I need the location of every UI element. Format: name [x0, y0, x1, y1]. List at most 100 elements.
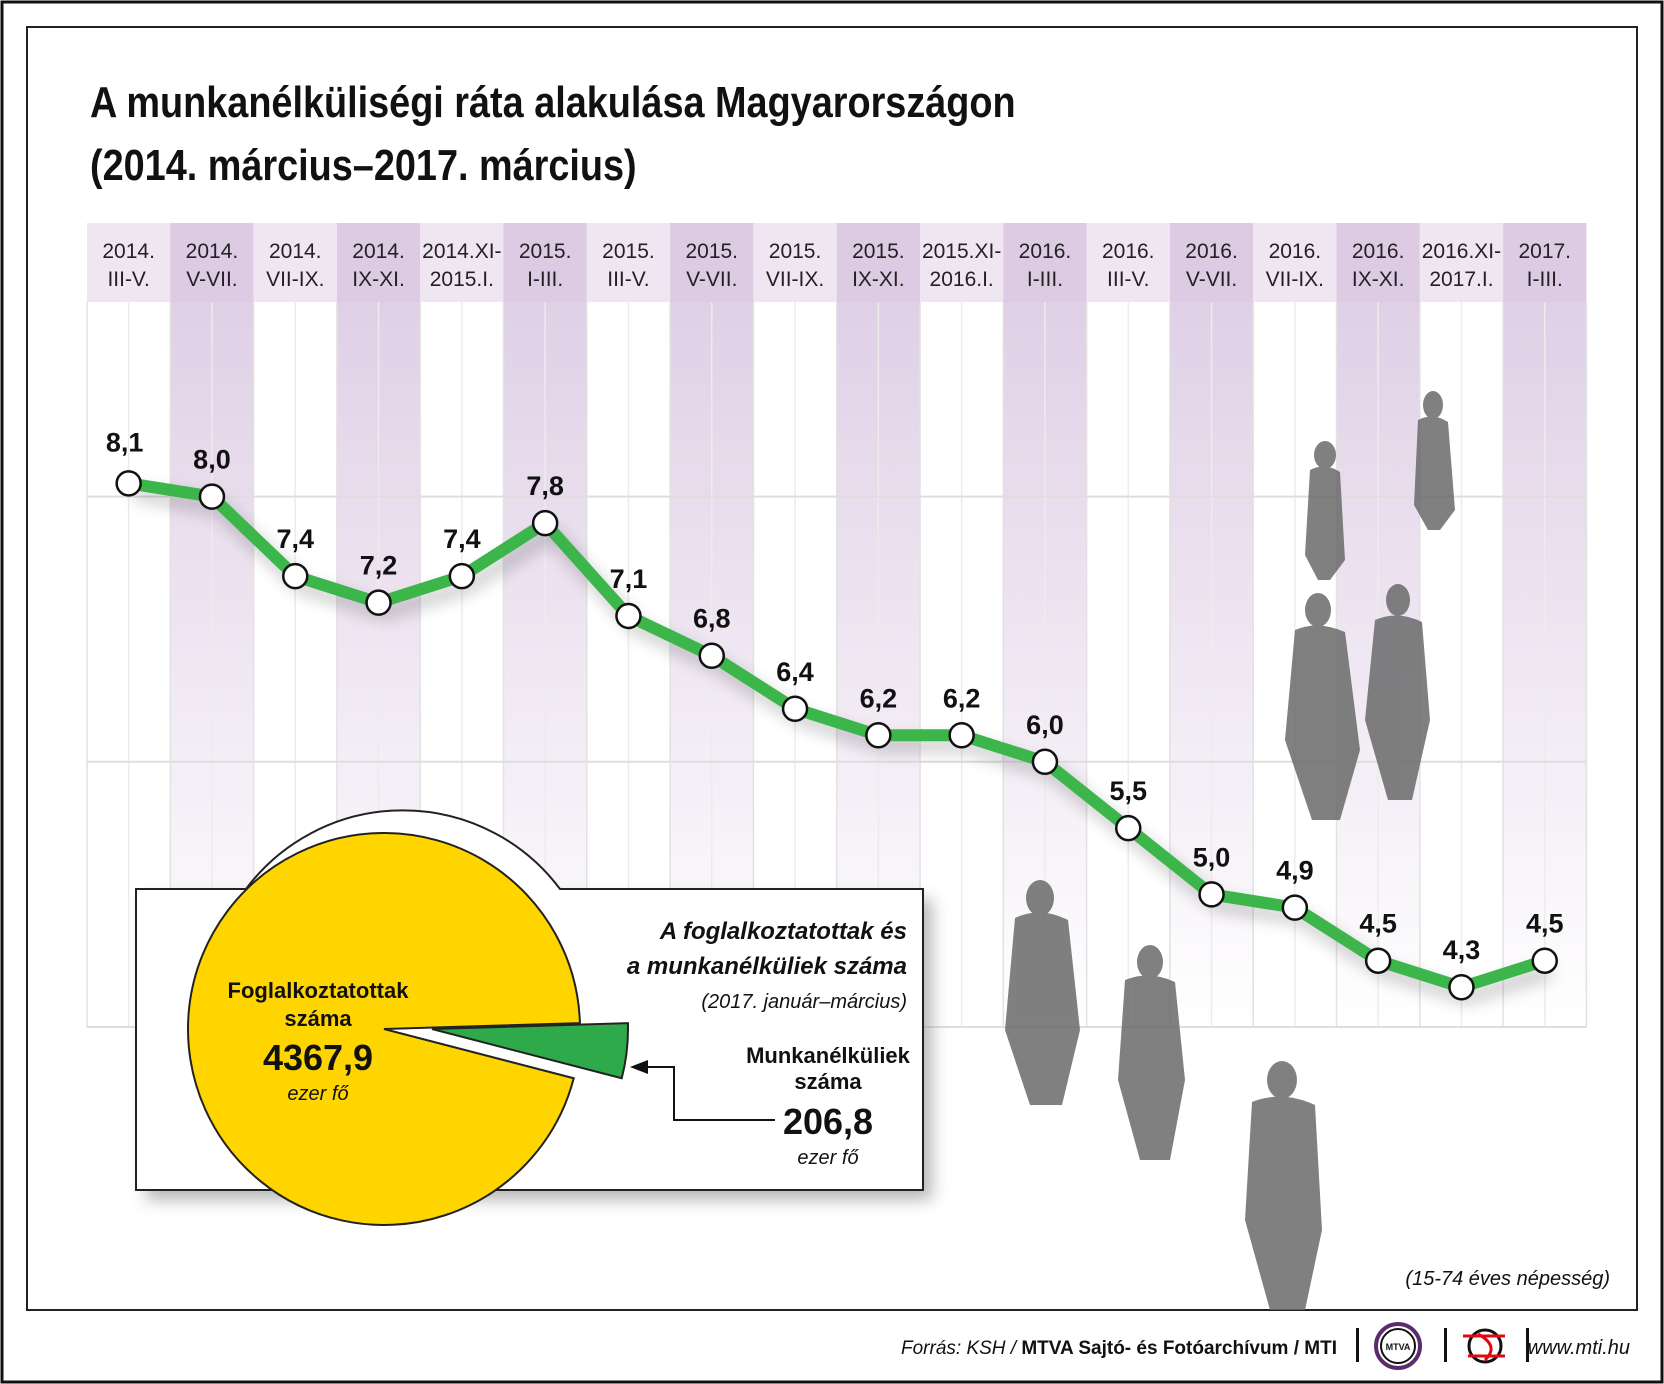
pie-chart	[187, 832, 629, 1226]
mtva-logo-text: MTVA	[1386, 1342, 1411, 1352]
header-cell	[253, 223, 337, 302]
data-label: 6,8	[693, 604, 731, 634]
header-label: 2017.I.	[1429, 268, 1493, 291]
header-label: I-III.	[527, 268, 563, 291]
data-point	[198, 483, 226, 510]
header-label: IX-XI.	[1352, 268, 1405, 291]
header-label: V-VII.	[686, 268, 737, 291]
people-illustration	[1005, 391, 1455, 1310]
data-point	[1364, 947, 1392, 974]
employed-unit: ezer fő	[287, 1083, 349, 1105]
header-label: 2015.	[852, 240, 905, 263]
data-point	[1115, 814, 1142, 842]
data-label: 7,8	[526, 471, 564, 501]
arrow-head-icon	[630, 1060, 648, 1074]
person-silhouette	[1365, 584, 1430, 800]
header-label: I-III.	[1527, 268, 1563, 291]
data-point	[865, 722, 892, 749]
data-point	[1281, 894, 1309, 921]
header-cell	[836, 223, 920, 302]
person-silhouette	[1118, 945, 1185, 1160]
pie-title-line-1: A foglalkoztatottak és	[659, 918, 907, 945]
header-label: 2015.	[769, 240, 822, 263]
data-point	[448, 562, 476, 590]
mti-logo-icon	[1463, 1328, 1505, 1364]
header-cell	[753, 223, 837, 302]
header-label: 2015.XI-	[922, 240, 1001, 263]
person-silhouette	[1414, 391, 1455, 530]
header-label: 2016.	[1019, 240, 1072, 263]
person-silhouette	[1245, 1061, 1322, 1310]
header-label: III-V.	[107, 268, 149, 291]
header-cell	[586, 223, 671, 302]
mtva-logo-icon	[1374, 1322, 1422, 1370]
data-label: 5,0	[1193, 842, 1231, 872]
person-silhouette	[1285, 593, 1360, 820]
divider	[1444, 1328, 1447, 1362]
header-label: 2015.I.	[430, 268, 494, 291]
header-cell	[420, 223, 504, 302]
series-line	[127, 477, 1547, 994]
person-silhouette	[1005, 880, 1080, 1105]
header-cell	[1169, 223, 1254, 302]
header-label: 2016.	[1102, 240, 1155, 263]
header-label: VII-IX.	[766, 268, 824, 291]
header-cell	[1253, 223, 1337, 302]
header-label: V-VII.	[1186, 268, 1237, 291]
header-label: V-VII.	[186, 268, 237, 291]
header-label: 2017.	[1518, 240, 1571, 263]
pie-slice-unemployed	[431, 1022, 629, 1080]
data-point	[282, 562, 309, 590]
source-bold: MTVA Sajtó- és Fotóarchívum / MTI	[1021, 1338, 1337, 1359]
header-label: 2014.	[102, 240, 155, 263]
header-label: 2016.XI-	[1422, 240, 1501, 263]
header-cell	[1336, 223, 1420, 302]
data-point	[1198, 881, 1225, 908]
header-label: 2015.	[519, 240, 572, 263]
header-label: III-V.	[1107, 268, 1149, 291]
header-label: 2016.	[1185, 240, 1238, 263]
header-label: VII-IX.	[266, 268, 324, 291]
header-cell	[1086, 223, 1170, 302]
header-cell	[1003, 223, 1087, 302]
data-point	[365, 589, 392, 616]
data-point	[615, 602, 642, 630]
header-label: 2014.	[186, 240, 239, 263]
period-headers: 2014. III-V. 2014. V-VII. 2014. VII-IX. 2014. I…	[102, 240, 1571, 291]
data-point	[115, 470, 142, 497]
pie-slice-employed	[187, 832, 581, 1226]
data-label: 6,4	[776, 657, 814, 687]
divider	[1356, 1328, 1359, 1362]
mtva-logo-inner	[1380, 1328, 1416, 1364]
data-label: 4,9	[1276, 856, 1314, 886]
pointer-line	[640, 1066, 775, 1121]
header-label: 2014.XI-	[422, 240, 501, 263]
title-line-2: (2014. március–2017. március)	[90, 140, 637, 189]
person-silhouette	[1305, 441, 1345, 580]
data-label: 6,2	[860, 683, 898, 713]
employed-label-1: Foglalkoztatottak	[228, 978, 410, 1003]
header-label: 2015.	[685, 240, 738, 263]
data-label: 7,4	[276, 524, 314, 554]
header-label: I-III.	[1027, 268, 1063, 291]
data-point	[1531, 947, 1558, 974]
data-label: 7,1	[610, 564, 648, 594]
data-label: 4,5	[1526, 909, 1564, 939]
data-label: 8,1	[106, 427, 144, 457]
header-cell	[170, 223, 254, 302]
data-label: 4,5	[1359, 909, 1397, 939]
website-url: www.mti.hu	[1528, 1337, 1630, 1359]
header-label: 2016.	[1269, 240, 1322, 263]
header-label: 2015.	[602, 240, 655, 263]
employed-value: 4367,9	[263, 1037, 373, 1078]
data-point	[781, 695, 809, 723]
source-prefix: Forrás: KSH /	[901, 1338, 1021, 1359]
data-labels: 8,1 8,0 7,4 7,2 7,4 7,8 7,1 6,8 6,4 6,2 6,2 6,0 5,5 5…	[106, 427, 1564, 965]
data-label: 5,5	[1109, 776, 1147, 806]
population-note: (15-74 éves népesség)	[1405, 1268, 1610, 1290]
pie-title-line-2: a munkanélküliek száma	[627, 953, 907, 980]
header-label: VII-IX.	[1266, 268, 1324, 291]
pie-period: (2017. január–március)	[701, 991, 907, 1013]
data-label: 6,0	[1026, 710, 1064, 740]
